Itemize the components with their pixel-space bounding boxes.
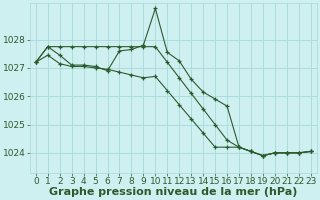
X-axis label: Graphe pression niveau de la mer (hPa): Graphe pression niveau de la mer (hPa) <box>49 187 298 197</box>
